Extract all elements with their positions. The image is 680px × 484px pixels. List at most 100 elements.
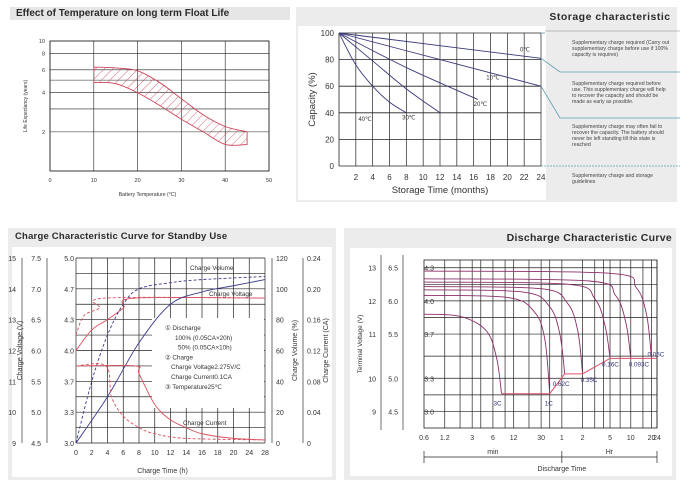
- x-tick-label: 6: [491, 435, 495, 442]
- x-tick-label: 24: [245, 450, 253, 457]
- life-expectancy-band: [93, 66, 248, 146]
- x-tick-label: 0.6: [419, 435, 429, 442]
- rate-label: 0.05C: [648, 351, 665, 358]
- y-tick-label: 3.0: [64, 441, 74, 448]
- x-tick-label: 4: [370, 173, 375, 182]
- storage-note-4: Supplementary charge and storage guideli…: [572, 173, 654, 185]
- x-tick-label: 6: [121, 450, 125, 457]
- y-tick-label: 12: [8, 349, 16, 356]
- x-tick-label: 20: [648, 435, 656, 442]
- charge-curve-1: [75, 296, 266, 336]
- storage-note-1: Supplementary charge required (Carry out…: [572, 40, 670, 58]
- y-tick-label: 6.0: [388, 299, 398, 306]
- y-tick-label: 4.0: [64, 349, 74, 356]
- x-tick-label: 22: [520, 173, 529, 182]
- storage-curve-3: [338, 32, 441, 114]
- rate-label: 1C: [545, 401, 554, 408]
- y-tick-label: 6.5: [31, 318, 41, 325]
- legend-line: 100% (0.05CA×20h): [175, 335, 232, 342]
- x-tick-label: 16: [469, 173, 478, 182]
- y2-tick-label: 80: [276, 318, 284, 325]
- x-tick-label: 18: [486, 173, 495, 182]
- x-tick-label: 4: [106, 450, 110, 457]
- y-tick-label: 13: [8, 318, 16, 325]
- y-tick-label: 4.3: [424, 266, 434, 273]
- x-axis-label: Storage Time (months): [392, 185, 489, 196]
- cutoff-voltage-line: [501, 357, 657, 395]
- curve-label: Charge Voltage: [209, 291, 253, 298]
- legend-line: ① Discharge: [165, 325, 201, 332]
- charge-chart: 15 14 13 12 11 10 9 7.5 7.0 6.5 6.0 5.5 5.0 4.5 5.0 4.7…: [8, 256, 330, 475]
- discharge-title: Discharge Characteristic Curve: [506, 232, 672, 244]
- y2-tick-label: 40: [276, 379, 284, 386]
- y-tick-label: 5.0: [388, 376, 398, 383]
- y2-axis-label: Charge Volume (%): [292, 320, 299, 381]
- y-tick-label: 10: [368, 376, 376, 383]
- legend-line: ② Charge: [165, 354, 194, 361]
- y2-tick-label: 100: [276, 287, 288, 294]
- y-tick-label: 11: [369, 332, 376, 339]
- x-tick-label: 6: [387, 173, 392, 182]
- curve-label: 0℃: [520, 48, 530, 54]
- float-life-chart: 0 10 20 30 40 50 10 8 6 4 2 Battery Temperature (°C…: [23, 39, 272, 198]
- x-tick-label: 50: [266, 178, 272, 184]
- curve-label: 10℃: [486, 76, 500, 82]
- x-tick-label: 16: [198, 450, 206, 457]
- x-tick-label: 8: [404, 173, 409, 182]
- x-tick-label: 0: [74, 450, 78, 457]
- y-tick-label: 9: [12, 441, 16, 448]
- x-tick-label: 3: [470, 435, 474, 442]
- y-tick-label: 4.3: [64, 318, 74, 325]
- x-tick-label: 28: [261, 450, 269, 457]
- rate-label: 0.35C: [581, 377, 598, 384]
- x-tick-label: 10: [91, 178, 97, 184]
- legend-line: ③ Temperature25℃: [165, 384, 222, 391]
- y-tick-label: 0: [330, 162, 335, 171]
- discharge-curve-5: [423, 278, 632, 359]
- x-tick-label: 0: [48, 178, 51, 184]
- x-tick-label: 10: [627, 435, 635, 442]
- y-tick-label: 4.5: [31, 441, 41, 448]
- legend-box-bg: [152, 318, 264, 408]
- y-tick-label: 3.7: [64, 379, 74, 386]
- curve-label: Charge Current: [183, 420, 227, 427]
- y3-tick-label: 0.08: [307, 379, 321, 386]
- note-connector: [540, 57, 680, 73]
- y2-tick-label: 0: [276, 441, 280, 448]
- y-tick-label: 4.0: [424, 299, 434, 306]
- discharge-curve-4: [423, 281, 611, 359]
- x-tick-label: 5: [608, 435, 612, 442]
- plot-frame: [423, 259, 658, 429]
- y-tick-label: 15: [8, 256, 16, 263]
- y-tick-label: 13: [368, 266, 376, 273]
- charge-curve-4: [75, 364, 266, 441]
- plot-frame: [49, 40, 270, 172]
- x-tick-label: 2: [354, 173, 359, 182]
- charge-title: Charge Characteristic Curve for Standby …: [15, 231, 228, 242]
- curve-label: 40℃: [358, 117, 372, 123]
- x-tick-label: 18: [214, 450, 222, 457]
- y-tick-label: 5.5: [31, 379, 41, 386]
- legend-line: Charge Voltage2.275V/C: [171, 364, 241, 371]
- x-tick-label: 20: [135, 178, 141, 184]
- x-tick-label: 12: [167, 450, 175, 457]
- discharge-plot-bg: [350, 248, 672, 476]
- y-tick-label: 9: [372, 409, 376, 416]
- x-tick-label: 30: [537, 435, 545, 442]
- y3-tick-label: 0.20: [307, 287, 321, 294]
- charge-curve-5: [75, 363, 266, 441]
- rate-label: 3C: [494, 401, 503, 408]
- x-tick-label: 20: [503, 173, 512, 182]
- y-tick-label: 4: [42, 91, 45, 97]
- y3-axis-label: Charge Current (CA): [323, 318, 330, 383]
- storage-curve-2: [338, 32, 479, 100]
- charge-curve-2: [75, 279, 266, 444]
- x-tick-label: 1: [560, 435, 564, 442]
- y-tick-label: 40: [325, 109, 334, 118]
- x-tick-label: 1.2: [440, 435, 450, 442]
- y3-tick-label: 0.12: [307, 349, 321, 356]
- note-connector: [540, 85, 680, 119]
- curve-label: Charge Volume: [190, 265, 234, 272]
- x-tick-label: 12: [436, 173, 445, 182]
